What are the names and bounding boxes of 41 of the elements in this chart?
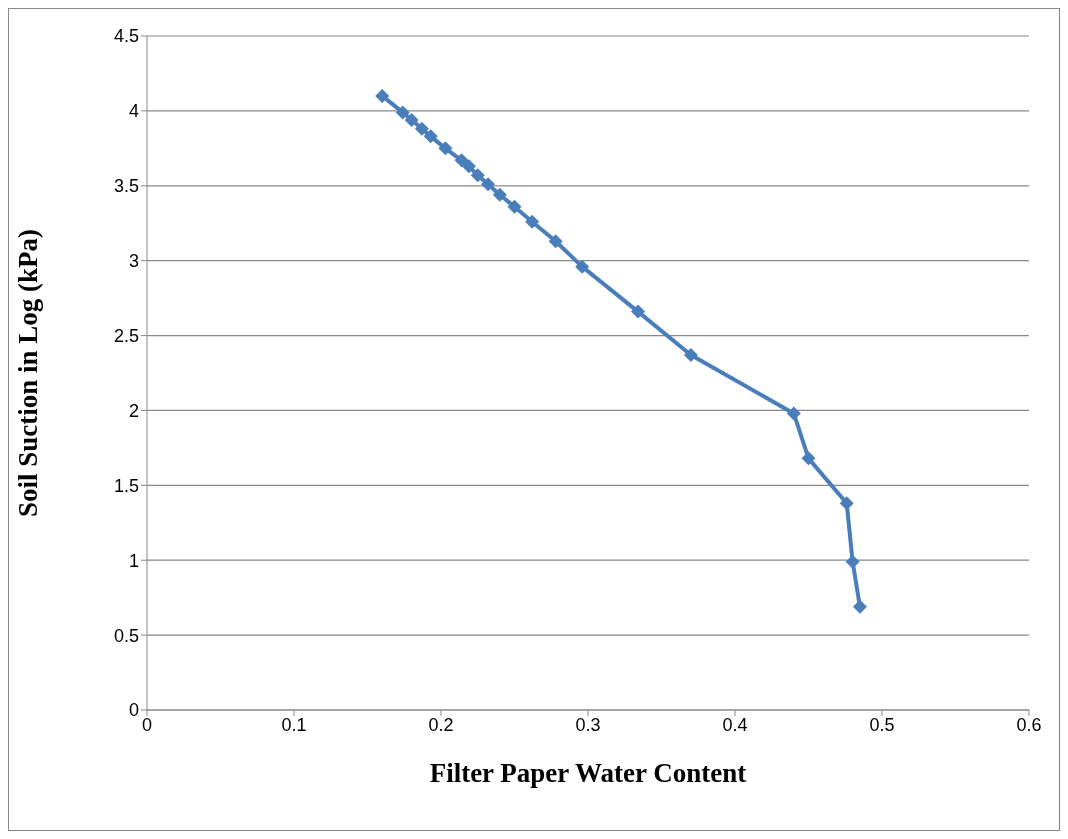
point [375, 88, 390, 103]
point [852, 599, 867, 614]
x-tick-label: 0.4 [722, 714, 748, 735]
point [395, 105, 410, 120]
y-tick-label: 4.5 [113, 26, 139, 47]
x-tick-label: 0.2 [428, 714, 454, 735]
x-tick-label: 0.1 [281, 714, 307, 735]
x-tick-label: 0.3 [575, 714, 601, 735]
point [414, 121, 429, 136]
x-axis-title: Filter Paper Water Content [429, 758, 747, 788]
point [786, 406, 801, 421]
y-tick-label: 2 [128, 400, 139, 421]
point [507, 199, 522, 214]
y-tick-label: 4 [128, 101, 139, 122]
y-tick-label: 1 [128, 550, 139, 571]
point [575, 259, 590, 274]
y-tick-label: 1.5 [113, 475, 139, 496]
x-tick-label: 0 [141, 714, 153, 735]
point [404, 112, 419, 127]
y-tick-label: 3 [128, 251, 139, 272]
y-tick-label: 0 [128, 700, 139, 721]
point [470, 168, 485, 183]
point [454, 153, 469, 168]
y-axis-title: Soil Suction in Log (kPa) [12, 228, 43, 518]
point [492, 187, 507, 202]
point [525, 214, 540, 229]
point [423, 129, 438, 144]
point [438, 141, 453, 156]
y-tick-label: 3.5 [113, 176, 139, 197]
x-tick-label: 0.6 [1016, 714, 1042, 735]
point [630, 304, 645, 319]
y-tick-label: 0.5 [113, 625, 139, 646]
x-tick-label: 0.5 [869, 714, 895, 735]
point [548, 234, 563, 249]
point [481, 177, 496, 192]
point [845, 554, 860, 569]
point [683, 348, 698, 363]
point [801, 451, 816, 466]
point [461, 159, 476, 174]
point [839, 496, 854, 511]
y-tick-label: 2.5 [113, 325, 139, 346]
